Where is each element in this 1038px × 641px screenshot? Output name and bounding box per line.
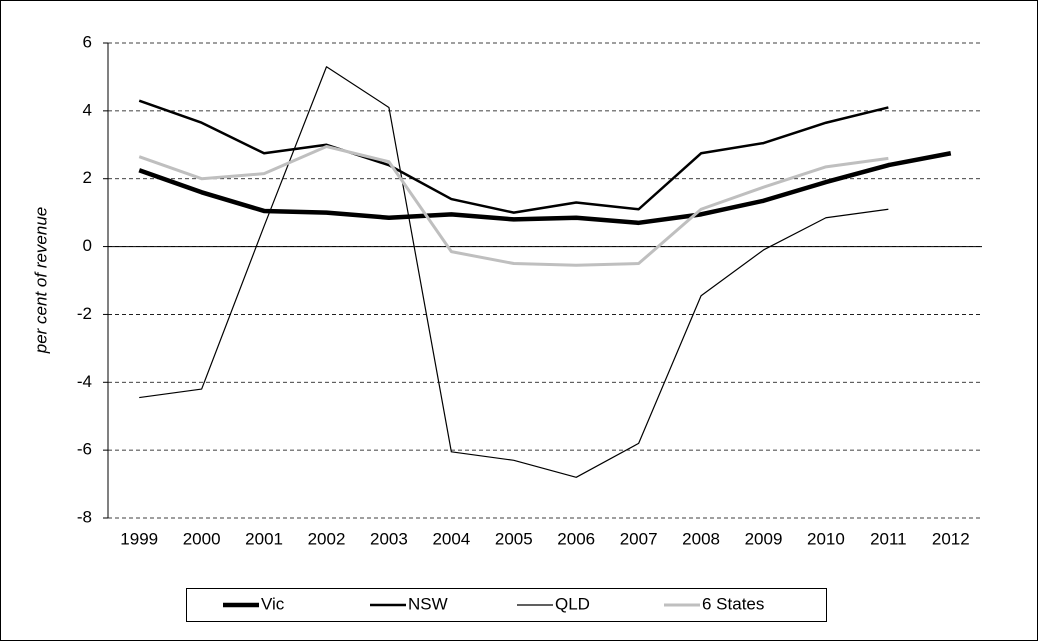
x-tick-label: 2006 [557, 529, 595, 548]
y-axis-label: per cent of revenue [31, 207, 50, 354]
x-tick-label: 2007 [620, 529, 658, 548]
x-tick-label: 2002 [308, 529, 346, 548]
y-tick-label: -8 [77, 507, 92, 526]
x-tick-label: 2011 [870, 529, 907, 548]
x-tick-label: 2001 [245, 529, 283, 548]
y-tick-label: 0 [83, 236, 92, 255]
y-tick-label: 4 [83, 100, 92, 119]
series-line [138, 151, 952, 226]
y-tick-label: -6 [77, 440, 92, 459]
y-tick-label: -4 [77, 372, 92, 391]
x-tick-label: 2008 [682, 529, 720, 548]
x-tick-label: 2003 [370, 529, 408, 548]
y-tick-label: 2 [83, 168, 92, 187]
x-tick-label: 2010 [807, 529, 845, 548]
x-tick-label: 2009 [745, 529, 783, 548]
x-tick-label: 2004 [432, 529, 470, 548]
legend-label: Vic [261, 594, 285, 613]
x-tick-label: 1999 [120, 529, 158, 548]
legend-label: QLD [555, 594, 590, 613]
x-tick-label: 2005 [495, 529, 533, 548]
y-tick-label: 6 [83, 32, 92, 51]
legend-box [186, 588, 827, 622]
x-tick-label: 2012 [932, 529, 970, 548]
legend-label: NSW [408, 594, 448, 613]
y-tick-label: -2 [77, 304, 92, 323]
legend-label: 6 States [702, 594, 764, 613]
x-tick-label: 2000 [183, 529, 221, 548]
series-line [139, 66, 889, 478]
series-line [138, 99, 889, 214]
series-line [138, 144, 889, 267]
